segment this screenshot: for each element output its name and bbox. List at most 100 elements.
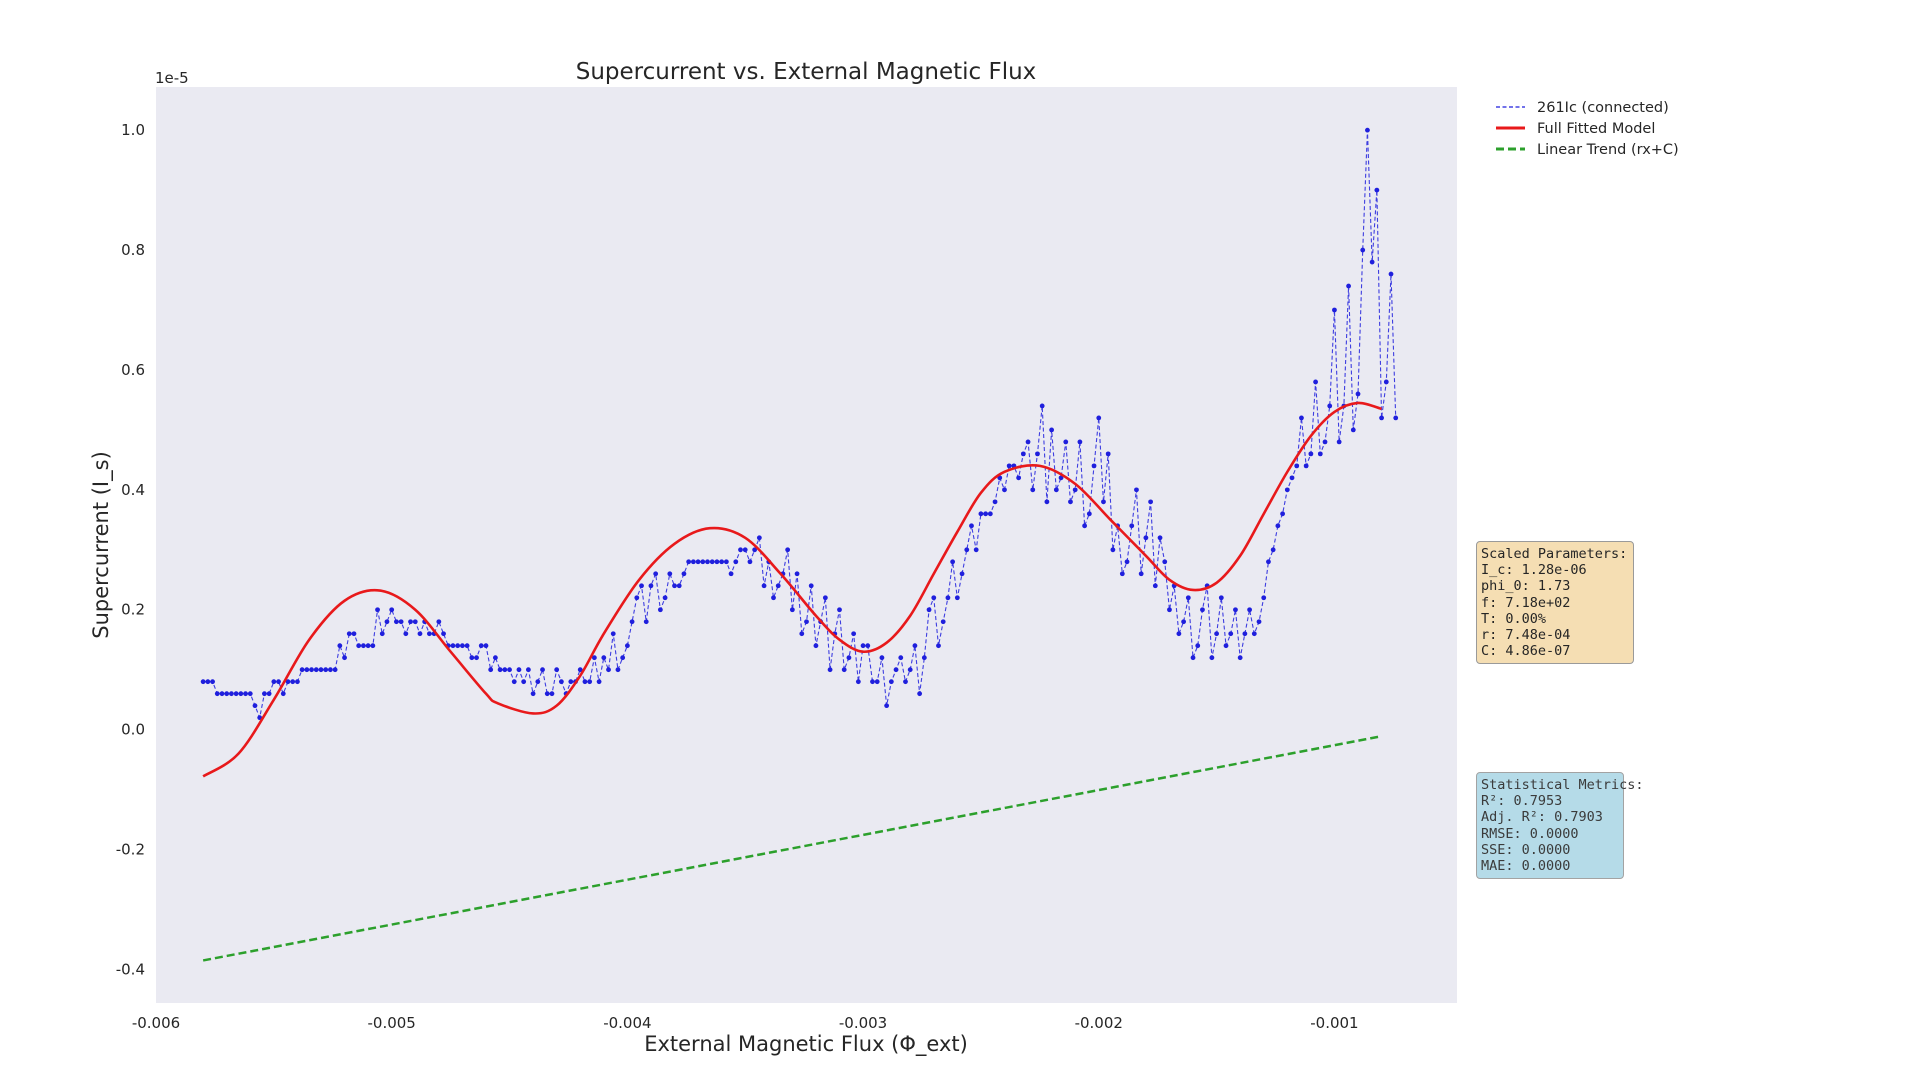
data-point (926, 607, 932, 613)
data-point (243, 691, 248, 697)
metric-line: Adj. R²: 0.7903 (1481, 809, 1603, 826)
data-point (841, 667, 847, 673)
data-point (280, 691, 286, 697)
legend-label-data: 261Ic (connected) (1537, 100, 1669, 116)
data-point (950, 559, 956, 565)
data-point (591, 655, 597, 661)
data-point (356, 643, 362, 649)
data-point (469, 655, 475, 661)
data-point (714, 559, 720, 565)
data-point (408, 619, 413, 625)
data-point (771, 595, 776, 601)
data-point (1374, 187, 1380, 193)
data-point (653, 571, 659, 577)
data-point (606, 667, 611, 673)
param-line: r: 7.48e-04 (1481, 627, 1571, 644)
series-line-linear-trend (202, 735, 1382, 962)
data-point (516, 667, 522, 673)
data-point (1365, 127, 1370, 133)
metric-line: SSE: 0.0000 (1481, 841, 1571, 858)
data-point (323, 667, 329, 673)
legend-label-fit: Full Fitted Model (1537, 121, 1655, 137)
data-point (587, 679, 593, 685)
data-point (521, 679, 527, 685)
data-point (615, 667, 621, 673)
data-point (1284, 487, 1290, 493)
data-point (610, 631, 616, 637)
data-point (1152, 583, 1158, 589)
data-point (690, 559, 696, 565)
param-line: I_c: 1.28e-06 (1481, 562, 1587, 579)
data-point (865, 643, 871, 649)
data-point (558, 679, 564, 685)
data-point (898, 655, 904, 661)
data-point (271, 679, 277, 685)
data-point (959, 571, 965, 577)
data-point (1030, 487, 1036, 493)
data-point (705, 559, 710, 565)
data-point (502, 667, 508, 673)
data-point (1068, 499, 1073, 505)
x-axis: -0.006 -0.005 -0.004 -0.003 -0.002 -0.001 (132, 1014, 1359, 1032)
data-point (276, 679, 281, 685)
data-point (483, 643, 489, 649)
data-point (417, 631, 423, 637)
data-point (761, 583, 767, 589)
data-point (851, 631, 857, 637)
data-point (1251, 631, 1257, 637)
data-point (1129, 523, 1135, 529)
data-point (497, 667, 503, 673)
data-point (907, 667, 913, 673)
param-line: C: 4.86e-07 (1481, 643, 1571, 660)
data-point (903, 679, 908, 685)
data-point (1336, 439, 1342, 445)
data-point (313, 667, 319, 673)
data-point (295, 679, 300, 685)
data-point (379, 631, 385, 637)
data-point (1218, 595, 1224, 601)
data-point (1209, 655, 1215, 661)
data-point (1237, 655, 1243, 661)
data-point (1355, 391, 1361, 397)
data-point (365, 643, 371, 649)
data-point (210, 679, 215, 685)
data-point (1242, 631, 1248, 637)
data-point (285, 679, 291, 685)
data-point (884, 703, 890, 709)
y-tick-label: 0.8 (121, 241, 145, 259)
data-point (738, 547, 743, 553)
data-point (441, 631, 446, 637)
x-tick-label: -0.004 (603, 1014, 651, 1032)
data-point (639, 583, 644, 589)
data-point (921, 655, 927, 661)
data-point (827, 667, 833, 673)
data-point (634, 595, 640, 601)
data-point (1369, 259, 1375, 265)
data-point (1313, 379, 1318, 385)
data-point (1053, 487, 1059, 493)
data-point (794, 571, 800, 577)
param-line: T: 0.00% (1481, 610, 1547, 627)
data-point (394, 619, 399, 625)
data-point (936, 643, 941, 649)
data-point (808, 583, 814, 589)
data-point (676, 583, 682, 589)
data-point (1101, 499, 1106, 505)
x-tick-label: -0.001 (1310, 1014, 1358, 1032)
data-point (1016, 475, 1022, 481)
data-point (756, 535, 762, 541)
data-point (837, 607, 842, 613)
data-point (822, 595, 828, 601)
data-point (1190, 655, 1196, 661)
data-point (1261, 595, 1267, 601)
y-tick-label: -0.4 (116, 960, 145, 978)
data-point (299, 667, 305, 673)
series-layer (200, 127, 1399, 962)
data-point (1200, 607, 1205, 613)
metric-line: R²: 0.7953 (1481, 793, 1563, 810)
data-point (1289, 475, 1295, 481)
data-point (964, 547, 970, 553)
data-point (1167, 607, 1172, 613)
data-point (648, 583, 654, 589)
data-point (1134, 487, 1139, 493)
